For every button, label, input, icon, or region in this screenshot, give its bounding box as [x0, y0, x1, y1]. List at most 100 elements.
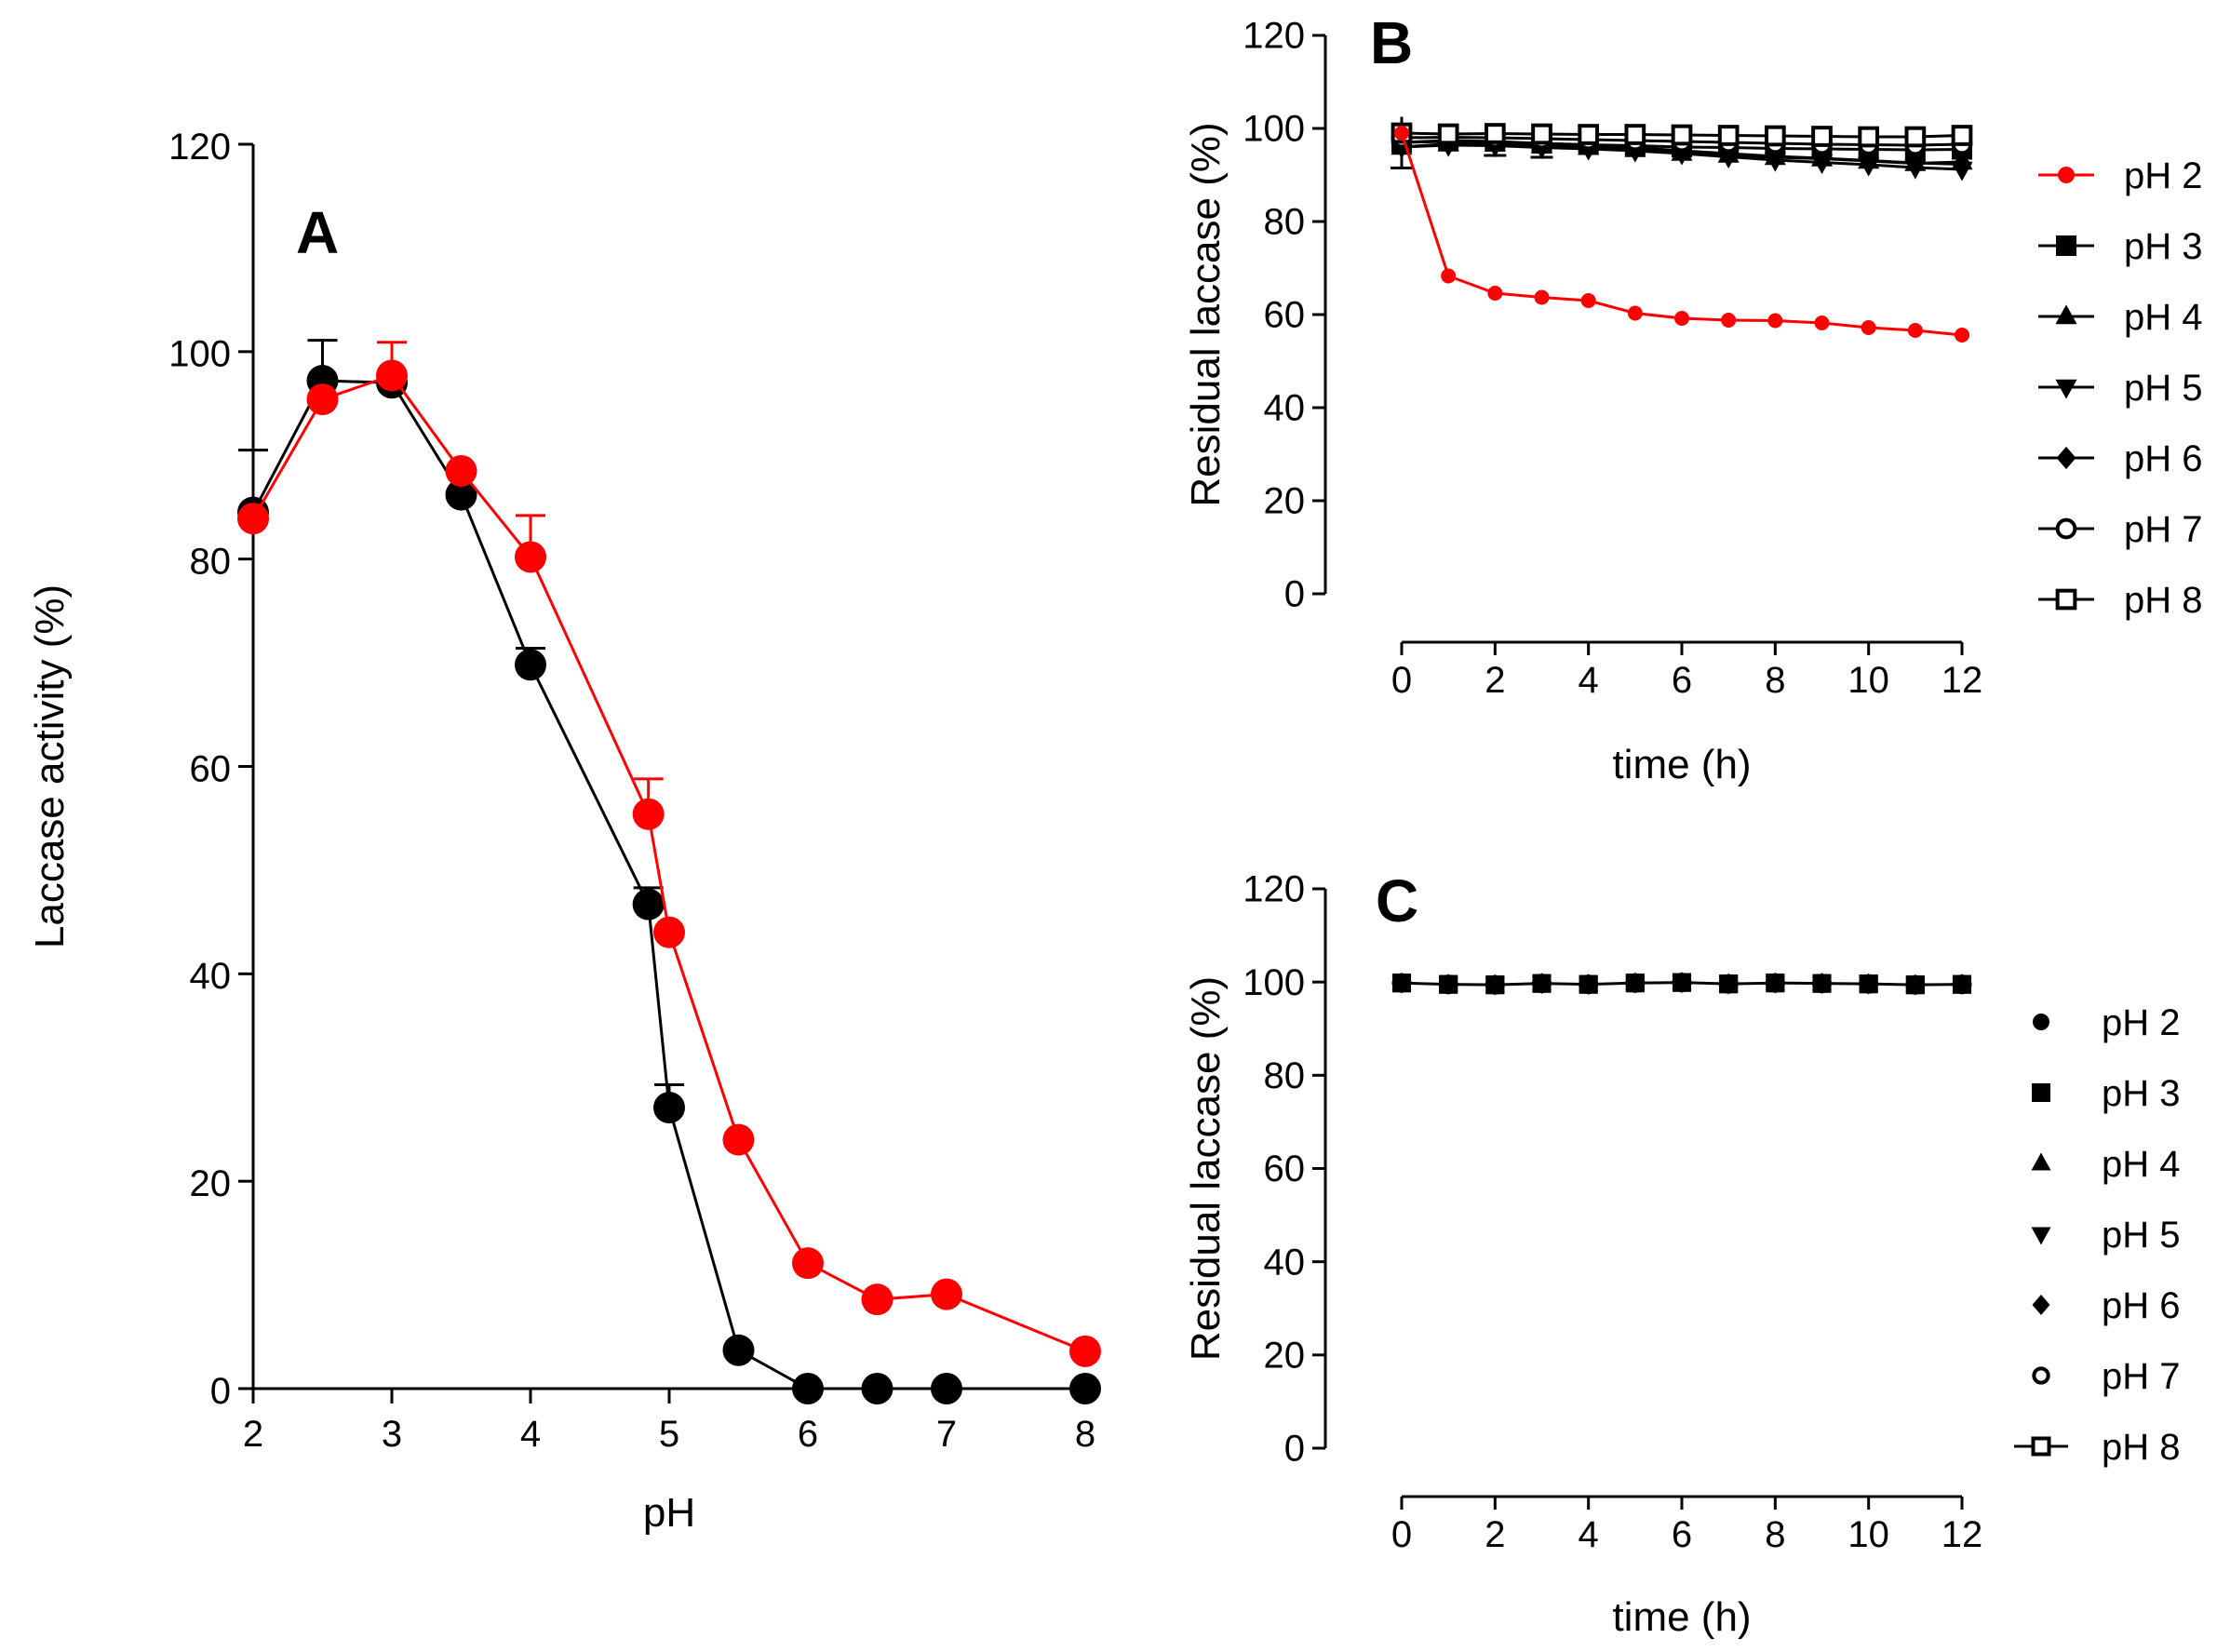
x-tick-label: 12: [1942, 1514, 1983, 1555]
data-point: [445, 454, 477, 487]
legend: pH 2 pH 3 pH 4 pH 5 pH 6 pH 7 pH 8: [2038, 155, 2203, 621]
legend-marker: [2031, 1152, 2051, 1171]
data-point: [1717, 125, 1740, 146]
y-tick-label: 80: [1264, 202, 1306, 243]
x-tick-label: 6: [798, 1414, 818, 1455]
data-point: [632, 888, 665, 920]
y-axis-title: Residual laccase (%): [1183, 976, 1229, 1361]
legend: pH 2 pH 3 pH 4 pH 5 pH 6 pH 7 pH 8: [2014, 1002, 2181, 1468]
legend-label: pH 6: [2102, 1285, 2181, 1326]
x-tick-label: 8: [1765, 1514, 1785, 1555]
x-tick-label: 10: [1848, 660, 1889, 701]
data-point: [1905, 975, 1925, 995]
data-point: [1439, 974, 1458, 994]
data-point: [1859, 149, 1879, 172]
data-point: [722, 1123, 755, 1156]
data-point: [653, 1092, 685, 1124]
y-tick-label: 20: [190, 1163, 232, 1204]
data-point: [1812, 974, 1832, 993]
data-point: [1904, 126, 1927, 148]
legend-marker: [2056, 446, 2076, 470]
data-point: [1624, 124, 1646, 145]
legend-label: pH 8: [2124, 580, 2203, 621]
data-point: [861, 1373, 894, 1404]
data-point: [1674, 311, 1689, 326]
legend-item: pH 4: [2031, 1144, 2181, 1185]
data-point: [306, 383, 339, 416]
x-tick-label: 6: [1672, 1514, 1692, 1555]
data-point: [445, 478, 477, 511]
legend-label: pH 3: [2124, 226, 2203, 267]
y-tick-label: 20: [1264, 1336, 1306, 1377]
data-point: [792, 1373, 824, 1404]
y-tick-label: 120: [1243, 869, 1305, 910]
y-tick-label: 0: [210, 1371, 231, 1412]
y-tick-label: 60: [1264, 1148, 1306, 1189]
legend-marker: [2055, 517, 2077, 540]
data-point: [931, 1278, 962, 1310]
x-tick-label: 10: [1848, 1514, 1889, 1555]
legend-item: pH 2: [2033, 1002, 2181, 1043]
legend-marker: [2032, 1295, 2050, 1315]
panel-c: 0 20 40 60 80 100 120 0 2 4 6 8 10 12 time (h) Residual…: [1183, 867, 2181, 1640]
legend-label: pH 8: [2102, 1427, 2181, 1468]
x-tick-label: 3: [382, 1414, 402, 1455]
data-point: [1485, 975, 1505, 995]
data-point: [1859, 974, 1878, 994]
y-tick-label: 0: [1284, 1429, 1305, 1470]
y-tick-label: 0: [1284, 574, 1305, 615]
legend-marker: [2058, 167, 2075, 183]
series-black: [237, 339, 1101, 1404]
data-point: [1766, 974, 1785, 993]
data-point: [1437, 123, 1459, 145]
legend-label: pH 5: [2102, 1215, 2181, 1256]
legend-item: pH 6: [2038, 438, 2203, 479]
x-axis-title: pH: [643, 1490, 695, 1536]
series-line: [251, 379, 1085, 1390]
y-tick-label: 40: [190, 956, 232, 997]
legend-marker: [2055, 304, 2077, 325]
data-point: [1625, 974, 1645, 993]
data-point: [722, 1334, 755, 1366]
series-line: [251, 373, 1086, 1353]
legend-item: pH 5: [2038, 368, 2203, 409]
data-point: [1952, 153, 1972, 176]
data-point: [1484, 123, 1506, 144]
data-point: [1069, 1335, 1101, 1367]
data-point: [1858, 126, 1880, 148]
x-tick-label: 2: [243, 1414, 263, 1455]
x-tick-label: 0: [1391, 660, 1412, 701]
legend-label: pH 7: [2124, 509, 2203, 550]
data-point: [1578, 124, 1600, 145]
panel-b: 0 20 40 60 80 100 120 0 2 4 6 8 10 12 time (h) Residual…: [1183, 9, 2203, 787]
x-tick-label: 4: [1579, 660, 1599, 701]
panel-letter: A: [296, 199, 339, 266]
x-axis-title: time (h): [1612, 742, 1751, 787]
x-tick-label: 5: [659, 1414, 679, 1455]
legend-marker: [2033, 1014, 2049, 1030]
data-point: [515, 649, 546, 681]
x-axis-title: time (h): [1612, 1594, 1751, 1640]
y-tick-label: 20: [1264, 481, 1306, 522]
data-point: [1764, 125, 1786, 147]
data-point: [1907, 323, 1923, 338]
legend-item: pH 4: [2038, 297, 2203, 338]
data-point: [1487, 286, 1503, 301]
panel-letter: C: [1376, 867, 1418, 934]
data-point: [1392, 974, 1411, 993]
legend-item: pH 8: [2038, 580, 2203, 621]
data-point: [1531, 123, 1552, 145]
y-tick-label: 40: [1264, 388, 1306, 429]
x-tick-label: 2: [1485, 660, 1505, 701]
legend-marker: [2031, 1227, 2051, 1245]
legend-marker: [2056, 235, 2076, 256]
x-tick-label: 12: [1942, 660, 1983, 701]
data-point: [861, 1283, 894, 1316]
y-axis-title: Residual laccase (%): [1183, 122, 1229, 506]
data-point: [1905, 151, 1926, 175]
data-point: [1534, 289, 1550, 305]
y-tick-label: 40: [1264, 1242, 1306, 1283]
data-point: [1951, 125, 1973, 146]
y-tick-label: 100: [1243, 109, 1305, 150]
